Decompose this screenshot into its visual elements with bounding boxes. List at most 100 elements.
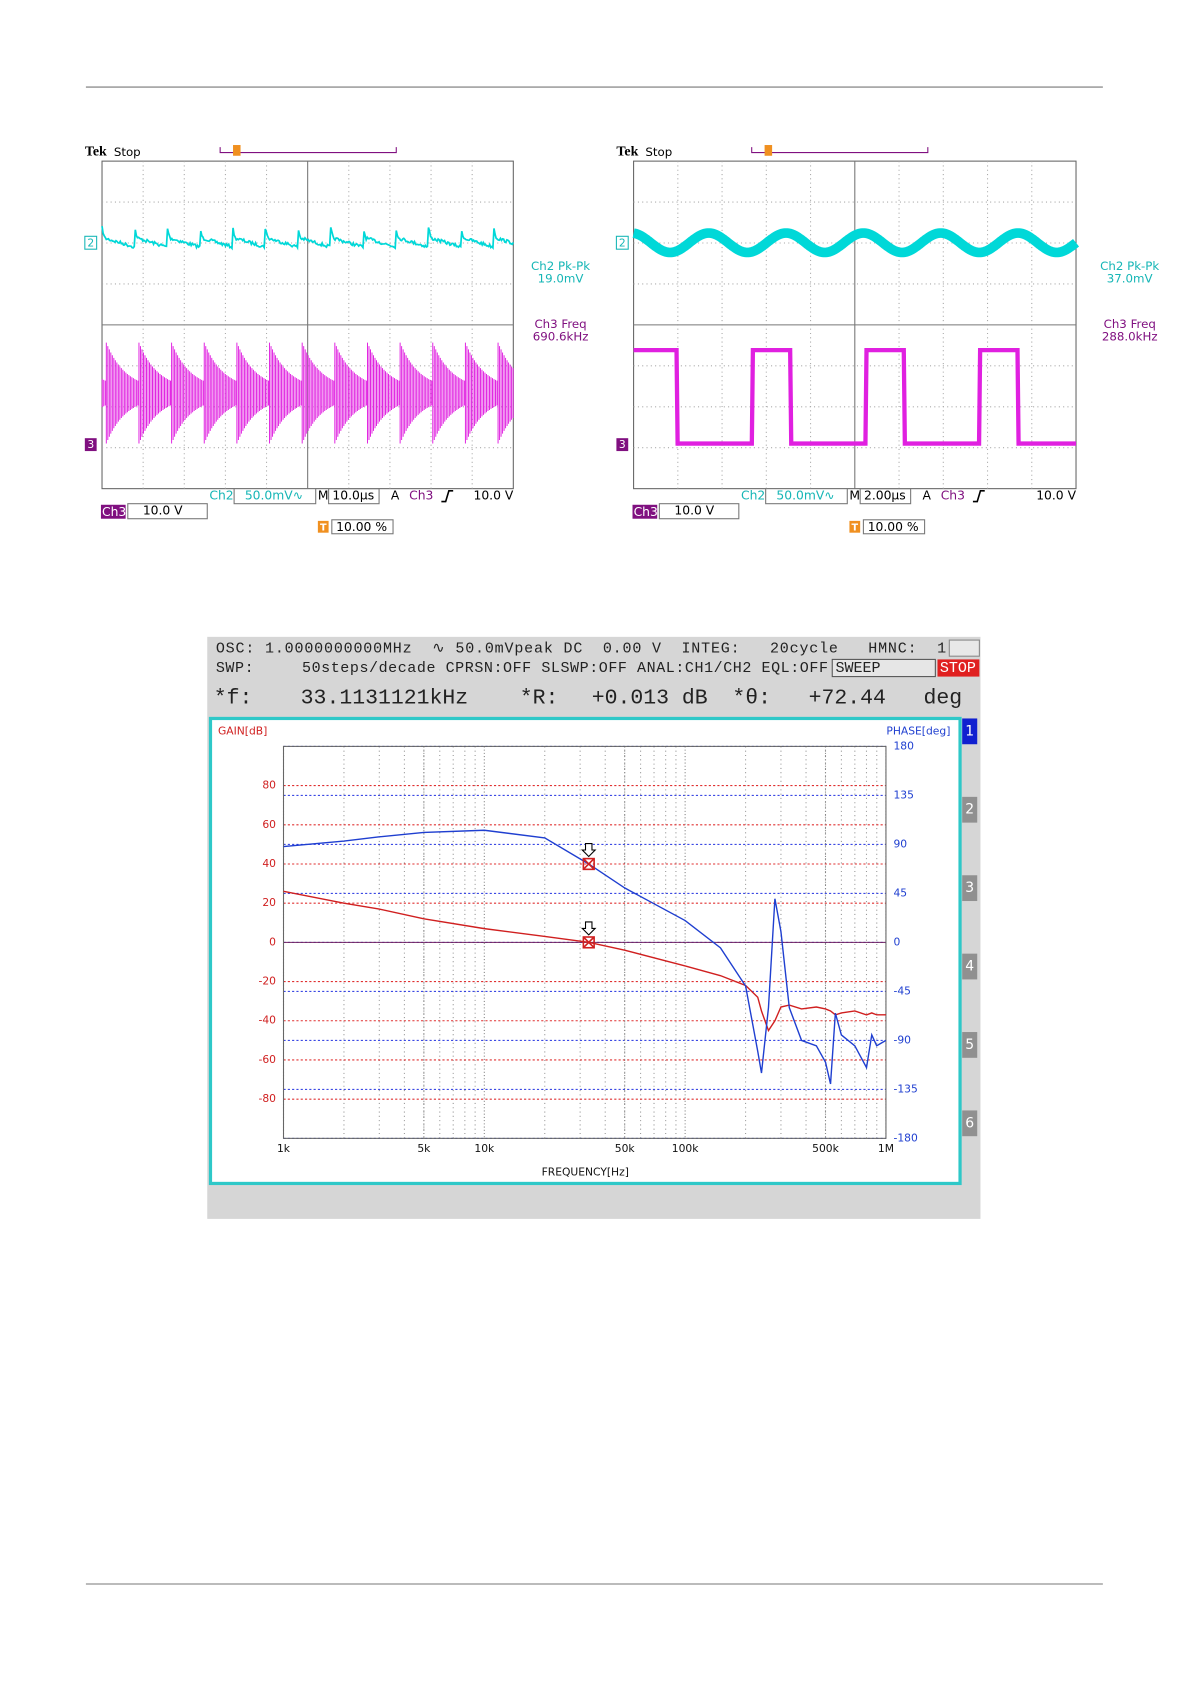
timebase: M 10.0µs (318, 489, 374, 503)
y-tick-label: 60 (262, 818, 276, 831)
ch2-scale: 50.0mV∿ (245, 489, 303, 503)
ch3-scale: 10.0 V (143, 504, 183, 518)
measurement-label: Ch3 Freq (534, 317, 586, 331)
tab-box (962, 1032, 978, 1058)
tab-box (962, 718, 978, 745)
x-tick-label: 5k (417, 1142, 431, 1155)
tab-box (962, 796, 978, 823)
ch3-scale-box (127, 503, 208, 520)
ch2-scale: 50.0mV∿ (776, 489, 834, 503)
measurement-label: Ch3 Freq (1104, 317, 1156, 331)
ch2-marker-box (84, 235, 98, 250)
trigger-position-icon (849, 520, 861, 533)
tab-box (962, 1110, 978, 1137)
scope-state: Stop (645, 145, 672, 159)
cursor-cross (582, 858, 595, 870)
bode-chart: 1k 5k 10k 50k 100k 500k 1M -80 -60 -40 -20 0 20 40 60 8… (218, 724, 950, 1178)
y-tick-label: -60 (258, 1053, 276, 1066)
scope-state: Stop (114, 145, 141, 159)
y2-axis-title: PHASE[deg] (886, 724, 950, 737)
record-bar (751, 147, 929, 154)
y2-tick-label: -45 (893, 984, 911, 997)
record-bar (219, 147, 397, 154)
y2-tick-label: 0 (893, 935, 900, 948)
trigger-position-box (331, 519, 394, 535)
ch2-marker: 2 (619, 236, 626, 249)
trigger-position-icon (317, 520, 329, 533)
ch3-scale-box (658, 503, 740, 520)
stop-status: STOP (940, 659, 976, 677)
ch2-scale-box (765, 488, 848, 505)
x-tick-label: 500k (812, 1142, 839, 1155)
trigger-position-marker: T (320, 522, 327, 533)
ch3-marker-box (616, 438, 629, 452)
readout-unit: deg (924, 687, 963, 711)
ch3-label: Ch3 (102, 505, 126, 519)
timebase-box (328, 488, 380, 505)
series-line (283, 829, 887, 1085)
cursor-marker (582, 936, 595, 949)
trigger-slope-icon (441, 490, 454, 503)
tab-label: 3 (965, 880, 974, 896)
status-line-2: SWP: 50steps/decade CPRSN:OFF SLSWP:OFF … (216, 659, 828, 677)
ch3-trace (101, 342, 514, 444)
y-tick-label: 40 (262, 857, 276, 870)
hmnc-box (948, 639, 980, 657)
trigger-level: 10.0 V (1036, 489, 1076, 503)
y2-tick-label: -90 (893, 1033, 911, 1046)
record-trigger-icon (233, 145, 241, 156)
y2-tick-label: -180 (893, 1131, 918, 1144)
x-tick-label: 50k (615, 1142, 636, 1155)
readout-label: *R: (520, 687, 559, 711)
ch3-label-box (100, 504, 126, 519)
sweep-status: SWEEP (835, 659, 880, 677)
timebase-box (859, 488, 912, 505)
ch3-marker: 3 (619, 438, 626, 451)
status-line-1: OSC: 1.0000000000MHz ∿ 50.0mVpeak DC 0.0… (216, 640, 946, 658)
y-tick-label: 20 (262, 896, 276, 909)
ch3-marker: 3 (87, 438, 94, 451)
trigger-source: A (922, 489, 931, 503)
trigger-position: 10.00 % (868, 520, 919, 534)
ch3-label-box (632, 504, 658, 519)
y2-tick-label: 90 (893, 837, 907, 850)
measurement-value: 37.0mV (1107, 272, 1153, 286)
scope-brand: Tek (616, 145, 638, 160)
readout-label: *f: (214, 687, 253, 711)
ch3-label: Ch3 (634, 505, 658, 519)
x-axis-title: FREQUENCY[Hz] (542, 1166, 629, 1179)
readout-value: +72.44 (809, 687, 886, 711)
ch2-label: Ch2 (741, 489, 765, 503)
ch2-marker-box (615, 235, 629, 250)
trigger-channel: Ch3 (409, 489, 433, 503)
tab-label: 2 (965, 802, 974, 818)
cursor-marker (582, 857, 595, 871)
measurement-value: 19.0mV (538, 272, 584, 286)
tab-box (962, 953, 978, 980)
ch3-marker-box (84, 438, 97, 452)
record-trigger-icon (764, 145, 773, 156)
y2-tick-label: 180 (893, 739, 914, 752)
scope-brand: Tek (85, 145, 107, 160)
trigger-position: 10.00 % (336, 520, 387, 534)
y-tick-label: 0 (269, 935, 276, 948)
measurement-label: Ch2 Pk-Pk (1100, 259, 1159, 273)
y-tick-label: -80 (258, 1092, 276, 1105)
stop-box (937, 659, 980, 677)
measurement-label: Ch2 Pk-Pk (531, 259, 590, 273)
readout-value: +0.013 dB (592, 687, 708, 711)
ch2-label: Ch2 (209, 489, 233, 503)
tab-label: 6 (965, 1115, 974, 1131)
ch3-trace (633, 347, 1077, 446)
trigger-slope-icon (972, 490, 985, 503)
ch3-scale: 10.0 V (674, 504, 714, 518)
sweep-box (831, 658, 936, 678)
x-tick-label: 1k (277, 1142, 291, 1155)
series-line (283, 890, 886, 1033)
tab-box (962, 875, 978, 902)
y-tick-label: -40 (258, 1014, 276, 1027)
